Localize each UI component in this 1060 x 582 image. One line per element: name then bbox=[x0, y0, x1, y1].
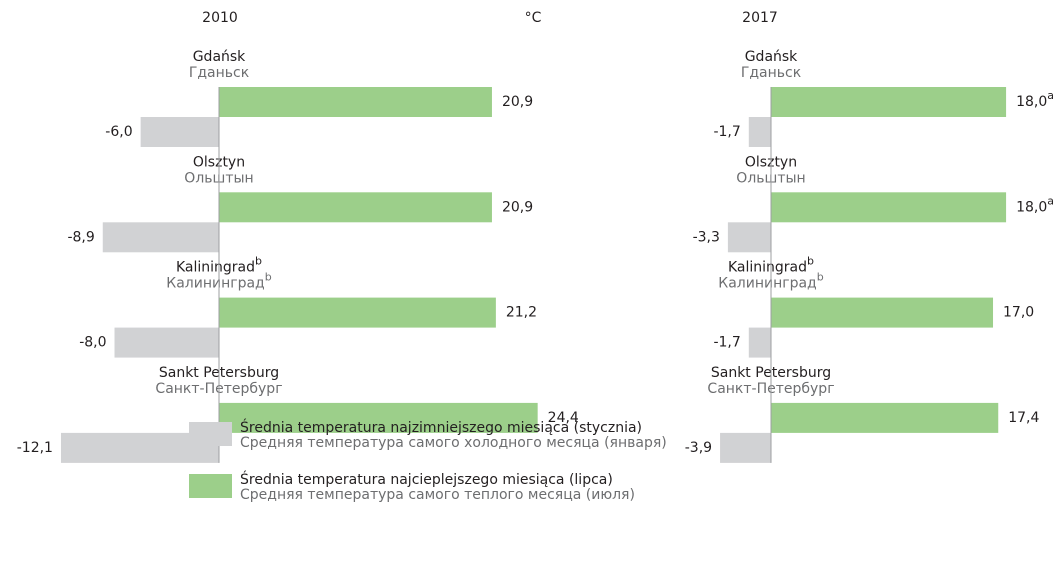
bar bbox=[219, 192, 492, 223]
value-text: 17,4 bbox=[1008, 410, 1039, 426]
value-label: 20,9 bbox=[502, 199, 533, 215]
category-label-ru: Калининградb bbox=[166, 270, 271, 292]
value-text: 17,0 bbox=[1003, 305, 1034, 321]
bar bbox=[219, 297, 496, 328]
bar bbox=[771, 402, 999, 433]
category-name: Gdańsk bbox=[193, 49, 246, 65]
value-label: -12,1 bbox=[17, 440, 53, 456]
bar bbox=[102, 222, 219, 253]
category-label-ru: Гданьск bbox=[741, 65, 801, 81]
superscript: b bbox=[817, 270, 824, 283]
value-text: 21,2 bbox=[506, 305, 537, 321]
legend-label: Średnia temperatura najcieplejszego mies… bbox=[240, 470, 613, 488]
category-label: Kaliningradb bbox=[176, 254, 262, 276]
bar bbox=[219, 87, 492, 117]
bar bbox=[748, 327, 771, 358]
value-text: 18,0 bbox=[1016, 94, 1047, 110]
value-text: -6,0 bbox=[105, 124, 132, 140]
legend-label-ru: Средняя температура самого холодного мес… bbox=[240, 435, 667, 451]
value-text: -1,7 bbox=[713, 335, 740, 351]
value-label: 18,0a bbox=[1016, 89, 1054, 111]
bar bbox=[727, 222, 771, 253]
superscript: b bbox=[807, 254, 814, 267]
category-name-ru: Калининград bbox=[166, 276, 264, 292]
panel-title: 2010 bbox=[202, 10, 238, 26]
value-text: 18,0 bbox=[1016, 199, 1047, 215]
category-name: Kaliningrad bbox=[176, 260, 255, 276]
bar bbox=[219, 402, 538, 433]
category-label: Gdańsk bbox=[745, 49, 798, 65]
value-label: -3,9 bbox=[685, 440, 712, 456]
value-label: 18,0a bbox=[1016, 194, 1054, 216]
value-label: 17,4 bbox=[1008, 410, 1039, 426]
value-label: -3,3 bbox=[693, 229, 720, 245]
bar bbox=[771, 192, 1007, 223]
legend-swatch bbox=[189, 474, 232, 498]
superscript: b bbox=[265, 270, 272, 283]
value-label: -6,0 bbox=[105, 124, 132, 140]
value-text: 20,9 bbox=[502, 94, 533, 110]
bar bbox=[748, 117, 771, 147]
value-label: 24,4 bbox=[548, 410, 579, 426]
bar bbox=[114, 327, 219, 358]
value-label: 21,2 bbox=[506, 305, 537, 321]
bar bbox=[771, 87, 1007, 117]
value-text: 24,4 bbox=[548, 410, 579, 426]
value-text: 20,9 bbox=[502, 199, 533, 215]
value-label: -8,0 bbox=[79, 335, 106, 351]
panel-title: 2017 bbox=[742, 10, 778, 26]
value-label: -1,7 bbox=[713, 124, 740, 140]
value-text: -1,7 bbox=[713, 124, 740, 140]
value-text: -8,9 bbox=[67, 229, 94, 245]
value-label: -1,7 bbox=[713, 335, 740, 351]
category-name-ru: Калининград bbox=[718, 276, 816, 292]
category-name-ru: Гданьск bbox=[189, 65, 249, 81]
unit-label: °C bbox=[525, 10, 542, 26]
value-text: -3,9 bbox=[685, 440, 712, 456]
legend-swatch bbox=[189, 422, 232, 446]
legend-label: Średnia temperatura najzimniejszego mies… bbox=[240, 418, 642, 436]
superscript: a bbox=[1047, 89, 1054, 102]
value-label: 20,9 bbox=[502, 94, 533, 110]
category-label: Gdańsk bbox=[193, 49, 246, 65]
category-name-ru: Гданьск bbox=[741, 65, 801, 81]
category-label-ru: Калининградb bbox=[718, 270, 823, 292]
superscript: a bbox=[1047, 194, 1054, 207]
value-label: 17,0 bbox=[1003, 305, 1034, 321]
category-label-ru: Гданьск bbox=[189, 65, 249, 81]
category-name: Kaliningrad bbox=[728, 260, 807, 276]
category-label: Kaliningradb bbox=[728, 254, 814, 276]
bar bbox=[140, 117, 219, 147]
legend-label-ru: Средняя температура самого теплого месяц… bbox=[240, 487, 635, 503]
category-name: Gdańsk bbox=[745, 49, 798, 65]
value-text: -8,0 bbox=[79, 335, 106, 351]
bar bbox=[720, 432, 771, 463]
value-text: -3,3 bbox=[693, 229, 720, 245]
value-text: -12,1 bbox=[17, 440, 53, 456]
value-label: -8,9 bbox=[67, 229, 94, 245]
bar bbox=[771, 297, 994, 328]
superscript: b bbox=[255, 254, 262, 267]
